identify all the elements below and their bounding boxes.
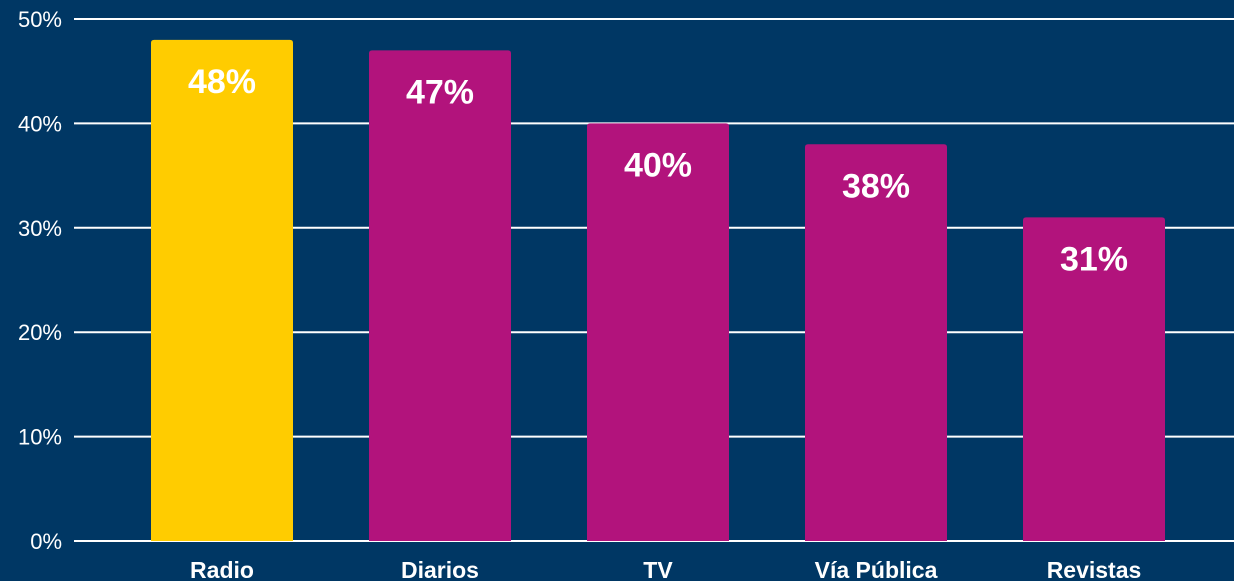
x-category-label-v-a-p-blica: Vía Pública [815, 557, 938, 581]
bar-diarios [369, 50, 511, 541]
bars [151, 39, 1165, 542]
data-label-v-a-p-blica: 38% [842, 167, 910, 205]
data-label-revistas: 31% [1060, 240, 1128, 278]
x-category-label-tv: TV [643, 557, 673, 581]
data-label-radio: 48% [188, 63, 256, 101]
data-labels: 48% 47% 40% 38% 31% [188, 63, 1128, 278]
y-tick-label-20: 20% [18, 320, 62, 345]
x-category-label-radio: Radio [190, 557, 254, 581]
bar-v-a-p-blica [805, 144, 947, 541]
y-tick-label-30: 30% [18, 216, 62, 241]
x-category-label-diarios: Diarios [401, 557, 479, 581]
bar-revistas [1023, 217, 1165, 542]
bar-tv [587, 123, 729, 542]
y-axis-ticks: 0% 10% 20% 30% 40% 50% [18, 7, 62, 554]
x-axis-categories: Radio Diarios TV Vía Pública Revistas [190, 557, 1141, 581]
data-label-diarios: 47% [406, 73, 474, 111]
y-tick-label-0: 0% [30, 529, 62, 554]
y-tick-label-50: 50% [18, 7, 62, 32]
x-category-label-revistas: Revistas [1047, 557, 1142, 581]
y-tick-label-10: 10% [18, 425, 62, 450]
y-tick-label-40: 40% [18, 111, 62, 136]
data-label-tv: 40% [624, 146, 692, 184]
bar-radio [151, 39, 293, 541]
